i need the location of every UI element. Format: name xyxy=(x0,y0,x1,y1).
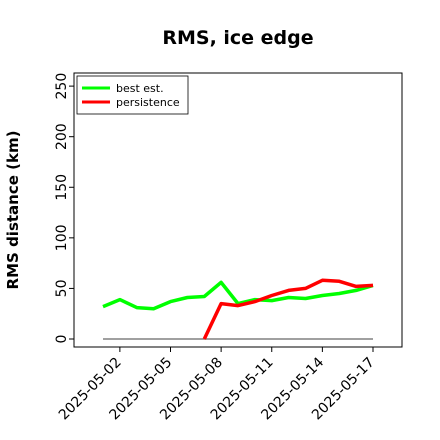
legend-box xyxy=(76,75,189,115)
y-tick-label: 0 xyxy=(54,335,70,344)
legend-label-persistence: persistence xyxy=(116,96,180,109)
y-tick-label: 150 xyxy=(54,174,70,201)
chart-title: RMS, ice edge xyxy=(162,27,313,49)
series-layer xyxy=(102,278,374,340)
x-axis: 2025-05-022025-05-052025-05-082025-05-11… xyxy=(56,347,378,423)
y-tick-label: 200 xyxy=(54,123,70,150)
y-tick-label: 100 xyxy=(54,224,70,251)
plot-area xyxy=(73,72,403,348)
y-tick-label: 250 xyxy=(54,73,70,100)
legend: best est. persistence xyxy=(76,75,189,115)
legend-label-best-est: best est. xyxy=(116,82,164,95)
y-axis-label: RMS distance (km) xyxy=(4,131,22,290)
series-line-persistence xyxy=(202,278,374,340)
y-tick-label: 50 xyxy=(54,280,70,298)
series-line-best-est xyxy=(102,280,374,311)
y-axis: 0 50 100 150 200 250 xyxy=(54,73,74,344)
